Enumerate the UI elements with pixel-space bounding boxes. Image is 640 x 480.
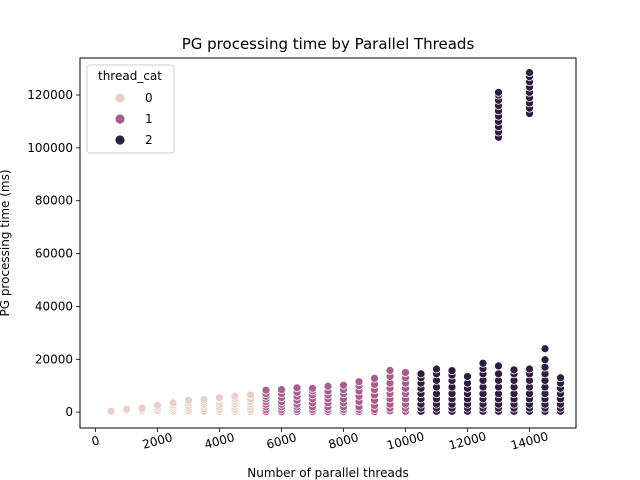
point-series-2-6-8 bbox=[509, 365, 519, 375]
point-series-0-6-5 bbox=[199, 395, 209, 404]
legend-title: thread_cat bbox=[98, 69, 162, 83]
point-series-0-2-2 bbox=[137, 403, 147, 413]
point-series-2-8-10 bbox=[540, 344, 550, 354]
series-0 bbox=[106, 390, 255, 417]
series-2 bbox=[416, 68, 565, 416]
point-series-2-4-9 bbox=[478, 358, 488, 368]
point-series-0-8-6 bbox=[230, 391, 240, 401]
legend-marker-2 bbox=[114, 134, 126, 146]
x-axis-label: Number of parallel threads bbox=[247, 466, 408, 480]
point-series-2-2-8 bbox=[447, 366, 457, 376]
legend-marker-1 bbox=[114, 113, 126, 125]
point-series-2-5-7 bbox=[494, 369, 503, 379]
x-tick-label: 0 bbox=[90, 433, 101, 449]
point-series-0-5-4 bbox=[184, 395, 193, 405]
y-tick-label: 40000 bbox=[35, 299, 73, 313]
point-series-0-0-1 bbox=[106, 406, 116, 416]
point-series-2-8-8 bbox=[540, 362, 550, 372]
series-1 bbox=[261, 366, 410, 416]
point-series-0-3-2 bbox=[153, 401, 162, 410]
legend-entries: 0 1 2 bbox=[114, 91, 153, 147]
point-series-0-4-4 bbox=[168, 398, 178, 408]
point-series-2-7-17 bbox=[525, 68, 534, 77]
point-series-2-9-7 bbox=[556, 373, 565, 383]
y-tick-label: 120000 bbox=[27, 88, 73, 102]
point-series-2-5-18 bbox=[494, 87, 503, 97]
legend-label-1: 1 bbox=[145, 112, 153, 126]
legend-frame bbox=[86, 64, 175, 154]
chart-title: PG processing time by Parallel Threads bbox=[182, 35, 475, 53]
point-series-2-8-9 bbox=[540, 355, 550, 365]
point-series-1-1-7 bbox=[277, 385, 286, 395]
y-tick-label: 100000 bbox=[27, 141, 73, 155]
point-series-2-1-8 bbox=[432, 364, 441, 374]
y-tick-label: 0 bbox=[65, 405, 73, 419]
point-series-0-9-6 bbox=[246, 390, 255, 400]
point-series-1-7-7 bbox=[370, 373, 379, 383]
point-series-1-3-7 bbox=[308, 383, 317, 393]
point-series-1-6-7 bbox=[354, 377, 364, 387]
point-series-2-0-8 bbox=[416, 369, 426, 379]
y-axis-label: PG processing time (ms) bbox=[0, 169, 12, 316]
point-series-0-7-6 bbox=[215, 393, 224, 402]
point-series-1-0-8 bbox=[261, 385, 271, 395]
point-series-2-7-8 bbox=[525, 364, 534, 374]
point-series-1-2-7 bbox=[292, 383, 302, 393]
point-series-1-8-8 bbox=[385, 366, 395, 375]
points-layer bbox=[106, 68, 565, 417]
point-series-2-3-7 bbox=[463, 372, 472, 381]
y-tick-label: 60000 bbox=[35, 247, 73, 261]
point-series-2-5-8 bbox=[494, 361, 503, 371]
legend-label-0: 0 bbox=[145, 91, 153, 105]
legend: thread_cat 0 1 2 bbox=[86, 64, 175, 154]
legend-marker-0 bbox=[114, 92, 126, 104]
point-series-1-9-8 bbox=[401, 368, 410, 377]
y-tick-label: 80000 bbox=[35, 194, 73, 208]
y-tick-label: 20000 bbox=[35, 352, 73, 366]
legend-label-2: 2 bbox=[145, 133, 153, 147]
y-axis: 0 20000 40000 60000 80000 100000 120000 bbox=[27, 88, 80, 419]
plot-frame bbox=[79, 57, 577, 429]
point-series-1-5-7 bbox=[339, 380, 348, 390]
point-series-0-1-2 bbox=[122, 404, 131, 414]
point-series-1-4-7 bbox=[323, 381, 333, 391]
